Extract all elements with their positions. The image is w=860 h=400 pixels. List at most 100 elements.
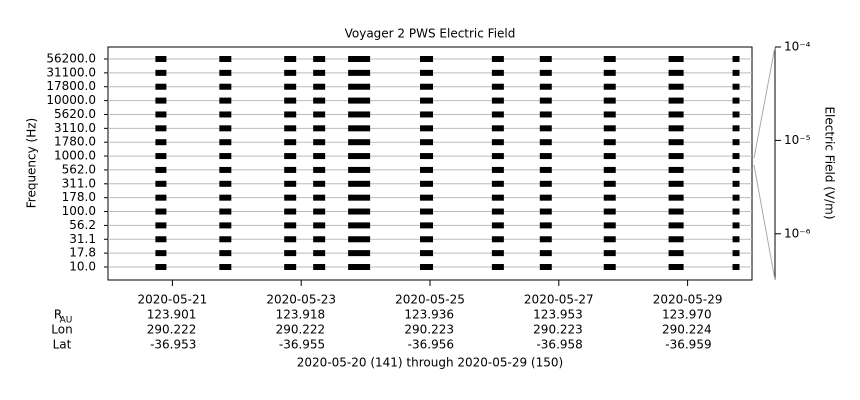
observation-block xyxy=(603,56,616,270)
channel-block xyxy=(668,111,684,118)
channel-block xyxy=(313,139,326,146)
channel-block xyxy=(732,56,740,62)
channel-block xyxy=(603,236,616,243)
observation-block xyxy=(284,56,297,270)
channel-block xyxy=(219,111,232,118)
observation-block xyxy=(313,56,326,270)
y-tick-label: 17.8 xyxy=(69,246,96,260)
channel-block xyxy=(155,153,167,160)
channel-block xyxy=(491,250,504,257)
channel-block xyxy=(603,194,616,201)
channel-block xyxy=(420,264,434,270)
channel-block xyxy=(284,139,297,146)
channel-block xyxy=(155,208,167,215)
channel-block xyxy=(732,208,740,215)
x-tick-label: 2020-05-27 xyxy=(524,293,594,307)
observation-block xyxy=(348,56,371,270)
channel-block xyxy=(668,69,684,76)
channel-block xyxy=(420,222,434,229)
channel-block xyxy=(491,264,504,270)
channel-block xyxy=(219,153,232,160)
channel-block xyxy=(284,180,297,187)
channel-block xyxy=(219,208,232,215)
y-tick-label: 178.0 xyxy=(62,190,96,204)
channel-block xyxy=(313,166,326,173)
channel-block xyxy=(539,139,552,146)
observation-block xyxy=(491,56,504,270)
channel-block xyxy=(420,194,434,201)
channel-block xyxy=(603,153,616,160)
channel-block xyxy=(219,180,232,187)
y2-tick-label: 10⁻⁶ xyxy=(784,226,811,240)
channel-block xyxy=(219,222,232,229)
channel-block xyxy=(539,166,552,173)
channel-block xyxy=(155,56,167,62)
channel-block xyxy=(313,236,326,243)
channel-block xyxy=(284,208,297,215)
channel-block xyxy=(348,194,371,201)
ephemeris-label: Lat xyxy=(53,338,72,352)
channel-block xyxy=(539,236,552,243)
channel-block xyxy=(668,180,684,187)
y-tick-label: 1000.0 xyxy=(54,149,96,163)
channel-block xyxy=(155,111,167,118)
ephemeris-value: 123.970 xyxy=(662,308,712,322)
channel-block xyxy=(668,139,684,146)
ephemeris-value: 290.222 xyxy=(147,323,197,337)
channel-block xyxy=(603,83,616,90)
y-tick-label: 5620.0 xyxy=(54,107,96,121)
channel-block xyxy=(539,208,552,215)
channel-block xyxy=(732,153,740,160)
channel-block xyxy=(732,83,740,90)
y-tick-label: 31100.0 xyxy=(46,65,96,79)
channel-block xyxy=(668,56,684,62)
ephemeris-value: 290.224 xyxy=(662,323,712,337)
channel-block xyxy=(313,83,326,90)
y-axis-label: Frequency (Hz) xyxy=(25,118,39,209)
channel-block xyxy=(539,111,552,118)
channel-block xyxy=(348,56,371,62)
channel-block xyxy=(668,264,684,270)
channel-block xyxy=(219,236,232,243)
channel-block xyxy=(420,250,434,257)
zoom-line xyxy=(753,46,776,159)
observation-block xyxy=(732,56,740,270)
channel-block xyxy=(668,194,684,201)
channel-block xyxy=(420,166,434,173)
channel-block xyxy=(313,97,326,104)
observation-block xyxy=(420,56,434,270)
channel-block xyxy=(732,125,740,132)
y-tick-label: 31.1 xyxy=(69,232,96,246)
channel-block xyxy=(348,166,371,173)
y-tick-label: 10000.0 xyxy=(46,93,96,107)
x-tick-label: 2020-05-21 xyxy=(138,293,208,307)
channel-block xyxy=(491,97,504,104)
channel-block xyxy=(603,139,616,146)
channel-block xyxy=(732,250,740,257)
channel-block xyxy=(491,139,504,146)
channel-block xyxy=(219,166,232,173)
channel-block xyxy=(539,69,552,76)
channel-block xyxy=(284,236,297,243)
channel-block xyxy=(284,264,297,270)
channel-block xyxy=(155,97,167,104)
channel-block xyxy=(155,139,167,146)
ephemeris-value: -36.953 xyxy=(150,338,196,352)
channel-block xyxy=(420,153,434,160)
channel-block xyxy=(539,56,552,62)
channel-block xyxy=(219,97,232,104)
y-tick-label: 562.0 xyxy=(62,162,96,176)
channel-block xyxy=(420,111,434,118)
channel-block xyxy=(219,250,232,257)
channel-block xyxy=(491,222,504,229)
channel-block xyxy=(539,83,552,90)
channel-block xyxy=(668,153,684,160)
channel-block xyxy=(155,250,167,257)
channel-block xyxy=(348,125,371,132)
channel-block xyxy=(420,125,434,132)
channel-block xyxy=(603,222,616,229)
channel-block xyxy=(219,83,232,90)
channel-block xyxy=(539,264,552,270)
channel-block xyxy=(420,139,434,146)
channel-block xyxy=(420,56,434,62)
